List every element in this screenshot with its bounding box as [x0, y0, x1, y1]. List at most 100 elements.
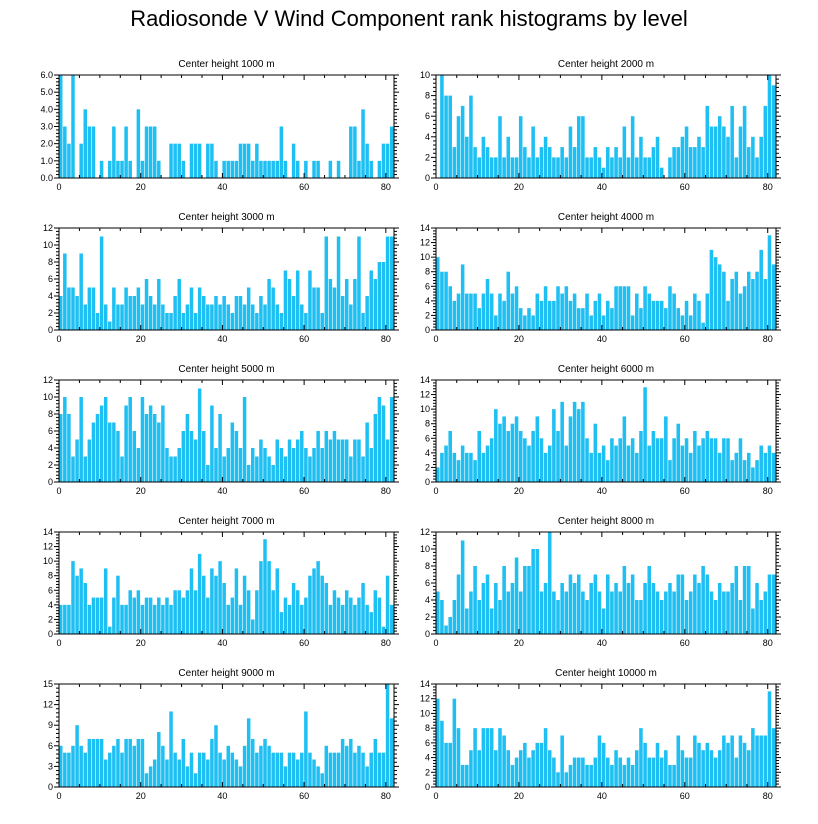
histogram-bar — [502, 566, 506, 634]
histogram-bar — [738, 438, 743, 482]
y-tick-label: 4 — [425, 448, 430, 458]
histogram-bar — [344, 279, 349, 330]
histogram-bar — [312, 287, 316, 330]
histogram-bar — [771, 728, 776, 787]
histogram-bar — [71, 745, 75, 787]
histogram-bar — [165, 448, 169, 482]
histogram-bar — [324, 583, 329, 634]
histogram-bar — [385, 439, 390, 482]
histogram-bar — [336, 597, 341, 634]
y-tick-label: 8 — [425, 723, 430, 733]
histogram-bar — [291, 583, 296, 634]
histogram-bar — [157, 732, 161, 787]
histogram-bar — [751, 728, 755, 787]
histogram-bar — [324, 236, 329, 330]
histogram-bar — [144, 279, 149, 330]
histogram-bar — [506, 591, 511, 634]
histogram-bar — [576, 308, 581, 330]
x-tick-label: 80 — [381, 182, 391, 192]
histogram-bar — [173, 752, 177, 787]
histogram-bar — [83, 109, 87, 178]
histogram-bar — [210, 738, 214, 787]
histogram-bar — [510, 157, 515, 178]
histogram-bar — [251, 619, 255, 634]
histogram-bar — [116, 431, 120, 482]
histogram-bar — [230, 422, 235, 482]
histogram-bar — [189, 431, 194, 482]
histogram-bar — [676, 574, 681, 634]
histogram-bar — [494, 409, 498, 482]
histogram-bar — [552, 757, 556, 787]
histogram-bar — [75, 725, 79, 787]
histogram-bar — [201, 296, 206, 330]
histogram-bar — [193, 773, 198, 787]
histogram-bar — [103, 759, 108, 787]
histogram-bar — [312, 448, 316, 482]
histogram-bar — [610, 438, 614, 482]
histogram-bar — [136, 448, 141, 482]
histogram-bar — [353, 752, 357, 787]
histogram-bar — [63, 253, 67, 330]
histogram-bar — [506, 136, 511, 178]
histogram-bar — [684, 600, 689, 634]
histogram-bar — [267, 279, 271, 330]
histogram-bar — [759, 735, 763, 787]
histogram-bar — [340, 439, 345, 482]
y-tick-label: 2 — [425, 152, 430, 162]
y-tick-label: 8 — [425, 561, 430, 571]
y-tick-label: 10 — [420, 404, 430, 414]
histogram-bar — [531, 549, 535, 634]
histogram-bar — [717, 264, 722, 330]
y-tick-label: 2 — [48, 460, 53, 470]
x-tick-label: 0 — [433, 486, 438, 496]
histogram-bar — [477, 600, 482, 634]
histogram-bar — [357, 160, 361, 178]
histogram-bar — [755, 271, 759, 330]
histogram-bar — [485, 147, 490, 178]
histogram-bar — [543, 136, 548, 178]
histogram-bar — [664, 591, 668, 634]
histogram-bar — [157, 160, 161, 178]
histogram-bar — [597, 293, 602, 330]
histogram-bar — [465, 764, 469, 787]
histogram-bar — [136, 287, 141, 330]
histogram-bar — [132, 296, 137, 330]
y-tick-label: 4 — [48, 443, 53, 453]
histogram-bar — [643, 583, 647, 634]
histogram-bar — [759, 249, 763, 330]
histogram-bar — [651, 431, 656, 482]
histogram-bar — [552, 300, 556, 330]
histogram-bar — [460, 764, 465, 787]
plot-frame — [435, 74, 777, 179]
histogram-bar — [622, 126, 627, 178]
histogram-bar — [726, 742, 730, 787]
histogram-bar — [622, 566, 627, 634]
histogram-bar — [664, 416, 668, 482]
histogram-bar — [705, 574, 710, 634]
histogram-bar — [514, 757, 519, 787]
histogram-bar — [664, 308, 668, 330]
histogram-bar — [560, 293, 564, 330]
histogram-bar — [214, 296, 218, 330]
histogram-bar — [701, 750, 705, 787]
histogram-bar — [381, 752, 386, 787]
x-tick-label: 80 — [381, 334, 391, 344]
histogram-bar — [622, 286, 627, 330]
histogram-bar — [197, 287, 202, 330]
histogram-bar — [99, 597, 104, 634]
histogram-bar — [377, 597, 382, 634]
histogram-bar — [340, 296, 345, 330]
histogram-panel-6: Center height 6000 m 0 20 40 60 80 0 2 4 6 8 10 12 14 — [420, 364, 781, 496]
histogram-bar — [67, 752, 71, 787]
histogram-bar — [144, 126, 149, 178]
histogram-bar — [635, 600, 639, 634]
histogram-bar — [535, 157, 540, 178]
histogram-bar — [344, 745, 349, 787]
x-tick-label: 20 — [514, 486, 524, 496]
histogram-bar — [485, 279, 490, 330]
histogram-bar — [67, 143, 71, 178]
histogram-bar — [103, 568, 108, 634]
histogram-bar — [136, 738, 141, 787]
histogram-bar — [701, 566, 705, 634]
